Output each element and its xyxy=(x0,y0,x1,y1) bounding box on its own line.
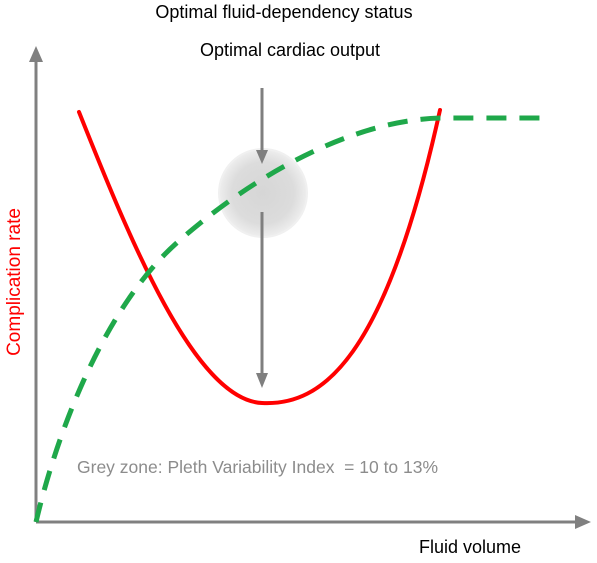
axes xyxy=(29,46,591,529)
y-axis-arrowhead xyxy=(29,46,43,62)
optimal-arrows xyxy=(256,88,268,388)
title-line2: Optimal cardiac output xyxy=(200,40,380,60)
x-axis-label: Fluid volume xyxy=(419,537,521,557)
y-axis-label: Complication rate xyxy=(4,208,25,356)
x-axis-arrowhead xyxy=(575,515,591,529)
upper-arrow-head xyxy=(256,150,268,164)
cardiac-output-curve xyxy=(33,115,545,523)
grey-zone-caption: Grey zone: Pleth Variability Index = 10 … xyxy=(77,457,438,477)
lower-arrow-head xyxy=(256,373,268,388)
complication-rate-curve xyxy=(77,108,442,406)
title-line1: Optimal fluid-dependency status xyxy=(155,2,412,22)
